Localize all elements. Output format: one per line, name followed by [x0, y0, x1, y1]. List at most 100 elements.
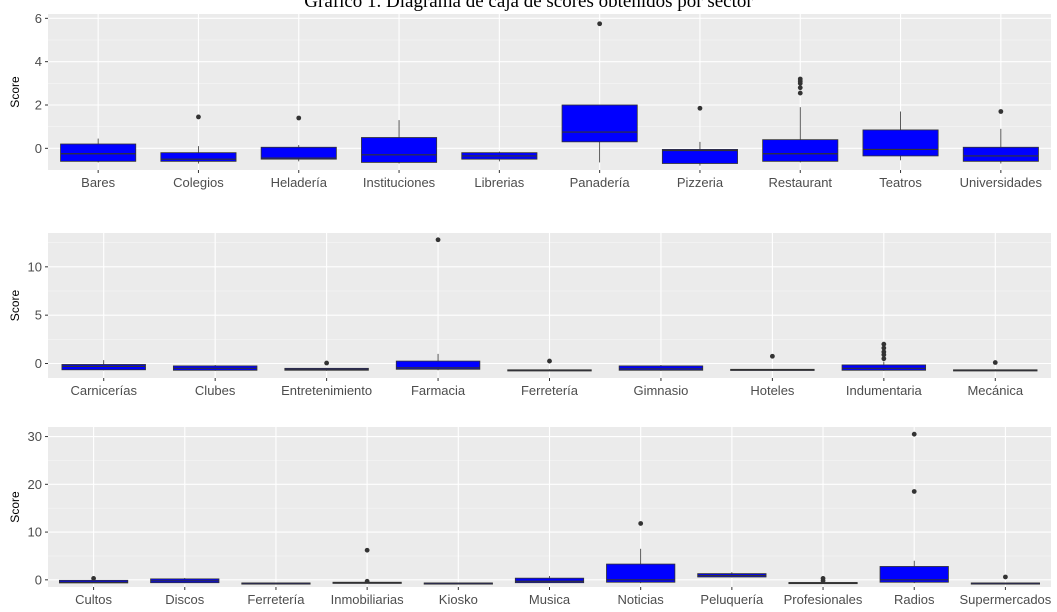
x-tick-label: Carnicerías [70, 383, 137, 398]
box-Mecánica [953, 360, 1038, 372]
box-Instituciones [361, 120, 438, 164]
outlier-point [364, 578, 370, 584]
box-Bares [60, 138, 137, 163]
box-Noticias [606, 521, 676, 584]
y-tick-label: 10 [28, 525, 42, 540]
x-tick-label: Musica [529, 592, 571, 607]
outlier-point [797, 76, 803, 82]
outlier-point [820, 576, 826, 581]
outlier-point [638, 521, 644, 526]
box-Indumentaria [841, 341, 927, 371]
outlier-point [597, 21, 603, 27]
outlier-point [797, 85, 803, 91]
x-tick-label: Profesionales [784, 592, 863, 607]
x-tick-label: Peluquería [700, 592, 764, 607]
box-iqr [762, 139, 839, 162]
box-Kiosko [423, 582, 493, 585]
box-iqr [879, 566, 949, 583]
box-Carnicerías [61, 360, 146, 371]
box-iqr [514, 577, 585, 584]
box-Ferretería [507, 358, 592, 372]
box-Clubes [172, 364, 258, 371]
x-tick-label: Radios [894, 592, 935, 607]
x-tick-label: Heladería [271, 175, 328, 190]
box-iqr [561, 104, 638, 143]
box-iqr [60, 143, 137, 162]
y-tick-label: 0 [35, 572, 42, 587]
y-axis-label: Score [8, 491, 22, 523]
y-tick-label: 6 [35, 11, 42, 26]
x-tick-label: Ferretería [521, 383, 579, 398]
box-iqr [661, 149, 738, 164]
y-tick-label: 0 [35, 141, 42, 156]
outlier-point [992, 360, 998, 365]
x-tick-label: Instituciones [363, 175, 436, 190]
outlier-point [998, 109, 1004, 114]
box-iqr [61, 364, 146, 371]
y-tick-label: 20 [28, 477, 42, 492]
x-tick-label: Restaurant [768, 175, 832, 190]
box-Colegios [160, 114, 237, 164]
outlier-point [797, 90, 803, 96]
x-tick-label: Librerias [474, 175, 524, 190]
x-tick-label: Teatros [879, 175, 922, 190]
box-Inmobiliarias [332, 547, 402, 584]
x-tick-label: Universidades [960, 175, 1043, 190]
box-Restaurant [762, 76, 839, 163]
y-axis-label: Score [8, 76, 22, 108]
box-iqr [160, 152, 237, 162]
y-axis-label: Score [8, 290, 22, 322]
x-tick-label: Mecánica [967, 383, 1023, 398]
box-Entretenimiento [284, 360, 369, 371]
x-tick-label: Indumentaria [846, 383, 923, 398]
outlier-point [769, 353, 775, 359]
x-tick-label: Colegios [173, 175, 224, 190]
box-iqr [618, 365, 704, 371]
box-iqr [862, 129, 939, 157]
outlier-point [196, 114, 201, 120]
x-tick-label: Discos [165, 592, 205, 607]
box-iqr [606, 563, 676, 583]
box-Farmacia [395, 237, 481, 371]
panel-2: 0 5 10 Score Carnicerías Clubes Entretenimient… [8, 233, 1051, 398]
outlier-point [91, 576, 96, 581]
box-Panadería [561, 21, 638, 163]
y-tick-label: 10 [28, 259, 42, 274]
x-tick-label: Clubes [195, 383, 236, 398]
box-Supermercados [970, 574, 1041, 585]
outlier-point [435, 237, 441, 243]
outlier-point [324, 360, 330, 366]
x-tick-label: Inmobiliarias [331, 592, 404, 607]
x-tick-label: Kiosko [439, 592, 478, 607]
x-tick-label: Hoteles [750, 383, 795, 398]
x-tick-label: Farmacia [411, 383, 466, 398]
outlier-point [911, 489, 917, 494]
y-tick-label: 30 [28, 429, 42, 444]
outlier-point [547, 358, 552, 364]
box-iqr [962, 146, 1039, 162]
box-Discos [150, 577, 220, 584]
box-Musica [514, 576, 585, 584]
outlier-point [1003, 574, 1008, 580]
x-tick-label: Supermercados [960, 592, 1052, 607]
x-tick-label: Ferretería [247, 592, 305, 607]
box-Ferretería [241, 582, 311, 585]
box-Cultos [58, 576, 129, 584]
panel-3: 0 10 20 30 Score Cultos Discos Ferretería Inmobi… [8, 427, 1052, 607]
y-tick-label: 0 [35, 356, 42, 371]
box-Pizzeria [661, 105, 738, 166]
outlier-point [881, 341, 887, 347]
y-tick-label: 4 [35, 54, 42, 69]
y-tick-label: 2 [35, 98, 42, 113]
outlier-point [697, 105, 703, 111]
box-Teatros [862, 111, 939, 161]
x-tick-label: Cultos [75, 592, 112, 607]
outlier-point [881, 356, 887, 362]
box-Gimnasio [618, 364, 704, 371]
box-Radios [879, 431, 949, 584]
figure-title: Gráfico 1. Diagrama de caja de scores ob… [304, 0, 753, 12]
box-Heladería [260, 115, 337, 162]
box-iqr [361, 137, 438, 163]
x-tick-label: Noticias [618, 592, 665, 607]
